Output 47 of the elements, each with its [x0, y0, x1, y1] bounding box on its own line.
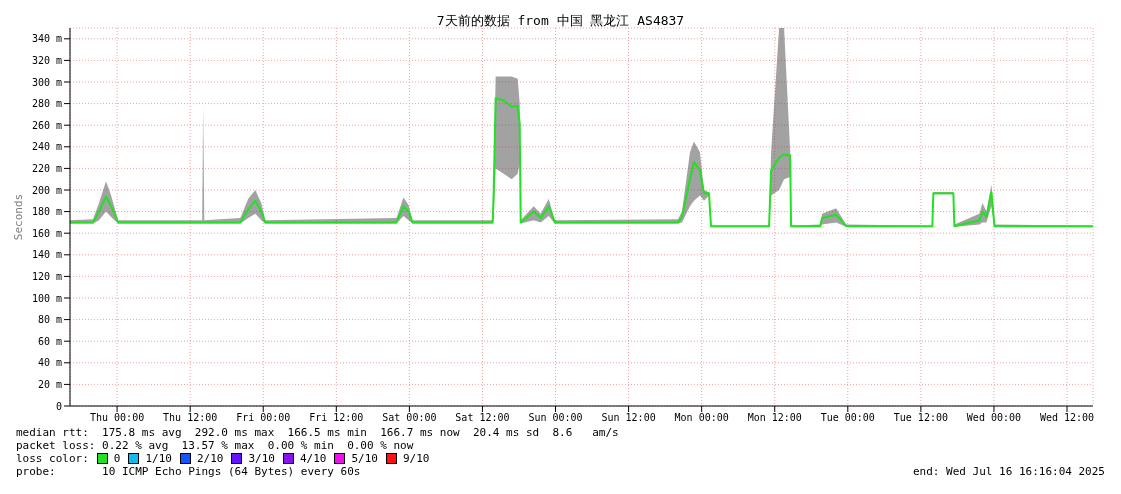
x-tick-label: Thu 12:00	[163, 412, 218, 424]
y-tick-label: 160 m	[31, 227, 62, 239]
text: 0	[113, 452, 121, 465]
text: 4/10	[299, 452, 327, 465]
x-tick-label: Sun 00:00	[528, 412, 583, 424]
text: probe: 10 ICMP Echo Pings (64 Bytes) every 60s	[16, 465, 361, 478]
x-tick-label: Tue 12:00	[893, 412, 948, 424]
y-tick-label: 0	[55, 400, 62, 412]
y-tick-label: 120 m	[31, 270, 62, 282]
text: packet loss: 0.22 % avg 13.57 % max 0.00 % min 0.00 % now	[16, 439, 415, 452]
x-tick-label: Wed 00:00	[966, 412, 1022, 424]
chart-title: 7天前的数据 from 中国 黑龙江 AS4837	[435, 12, 686, 30]
y-tick-label: 240 m	[31, 141, 62, 153]
x-tick-label: Thu 00:00	[90, 412, 145, 424]
x-tick-label: Mon 00:00	[674, 412, 729, 424]
y-tick-label: 260 m	[31, 119, 62, 131]
text: 5/10	[351, 452, 378, 465]
text: 2/10	[196, 452, 224, 465]
y-tick-label: 60 m	[37, 335, 62, 347]
y-tick-label: 80 m	[37, 314, 62, 326]
text: 9/10	[402, 452, 430, 465]
y-tick-label: 300 m	[31, 76, 62, 88]
text: 3/10	[248, 452, 275, 465]
text: end: Wed Jul 16 16:16:04 2025	[912, 465, 1105, 478]
y-tick-label: 20 m	[37, 378, 62, 390]
y-tick-label: 200 m	[31, 184, 62, 196]
text: 1/10	[145, 452, 172, 465]
x-tick-label: Sat 12:00	[455, 412, 510, 424]
text: loss color:	[16, 452, 89, 465]
line-series	[70, 97, 1093, 228]
y-tick-label: 40 m	[37, 357, 62, 369]
x-tick-label: Sat 00:00	[382, 412, 437, 424]
y-tick-label: 140 m	[31, 249, 62, 261]
y-tick-label: 180 m	[31, 206, 62, 218]
text: median rtt: 175.8 ms avg 292.0 ms max 166.5 ms min 166.7 ms now 20.4 ms sd 8.6 am/s	[16, 426, 620, 439]
y-tick-label: 220 m	[31, 162, 62, 174]
y-axis-title: Seconds	[11, 193, 25, 241]
y-tick-label: 320 m	[31, 54, 62, 66]
y-tick-label: 340 m	[31, 33, 62, 45]
x-tick-label: Wed 12:00	[1039, 412, 1095, 424]
x-tick-label: Sun 12:00	[601, 412, 656, 424]
y-tick-label: 280 m	[31, 98, 62, 110]
y-tick-label: 100 m	[31, 292, 62, 304]
x-tick-label: Fri 00:00	[236, 412, 291, 424]
x-tick-label: Tue 00:00	[820, 412, 875, 424]
x-tick-label: Mon 12:00	[747, 412, 802, 424]
x-tick-label: Fri 12:00	[309, 412, 364, 424]
